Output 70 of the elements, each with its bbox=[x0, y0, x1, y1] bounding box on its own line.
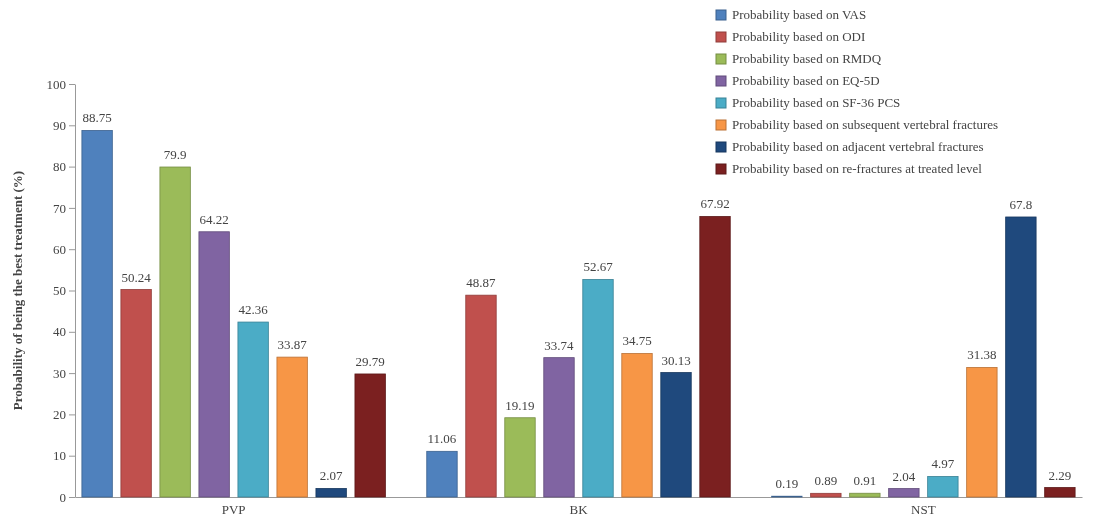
legend-label: Probability based on ODI bbox=[732, 29, 866, 44]
bar bbox=[465, 294, 497, 498]
data-label: 31.38 bbox=[967, 347, 997, 363]
bar bbox=[276, 356, 308, 498]
bar bbox=[699, 216, 731, 498]
x-tick-label: PVP bbox=[221, 502, 246, 518]
data-label: 4.97 bbox=[931, 456, 955, 472]
y-tick-label: 10 bbox=[53, 448, 66, 464]
bar bbox=[81, 130, 113, 498]
legend-label: Probability based on RMDQ bbox=[732, 51, 882, 66]
bar bbox=[198, 231, 230, 498]
data-label: 30.13 bbox=[661, 352, 691, 368]
bar bbox=[927, 476, 959, 498]
bar bbox=[582, 279, 614, 498]
bar bbox=[810, 492, 842, 498]
data-label: 67.8 bbox=[1009, 196, 1033, 212]
bar bbox=[120, 289, 152, 498]
data-label: 19.19 bbox=[505, 397, 535, 413]
data-label: 29.79 bbox=[355, 353, 385, 369]
x-tick-label: BK bbox=[569, 502, 589, 518]
bar bbox=[966, 367, 998, 498]
bar bbox=[543, 357, 575, 498]
y-tick-label: 60 bbox=[53, 241, 66, 257]
y-axis-title: Probability of being the best treatment (%) bbox=[10, 170, 25, 411]
legend-label: Probability based on EQ-5D bbox=[732, 73, 880, 88]
bar bbox=[888, 488, 920, 498]
data-label: 2.29 bbox=[1048, 467, 1072, 483]
data-label: 2.04 bbox=[892, 468, 916, 484]
y-tick-label: 40 bbox=[53, 324, 66, 340]
data-label: 79.9 bbox=[163, 147, 187, 163]
legend-label: Probability based on VAS bbox=[732, 7, 867, 22]
y-tick-label: 50 bbox=[53, 283, 66, 299]
bar bbox=[237, 321, 269, 498]
bar bbox=[1005, 216, 1037, 498]
y-tick-label: 70 bbox=[53, 200, 66, 216]
data-label: 33.87 bbox=[277, 337, 308, 353]
legend-label: Probability based on adjacent vertebral fractures bbox=[732, 139, 984, 154]
data-label: 33.74 bbox=[544, 337, 575, 353]
bar bbox=[159, 166, 191, 498]
legend-label: Probability based on re-fractures at treated level bbox=[732, 161, 983, 176]
data-label: 88.75 bbox=[82, 110, 112, 126]
data-label: 42.36 bbox=[238, 302, 269, 318]
bar bbox=[426, 450, 458, 498]
data-label: 11.06 bbox=[427, 431, 457, 447]
legend-label: Probability based on SF-36 PCS bbox=[732, 95, 901, 110]
bar bbox=[315, 488, 347, 498]
bar bbox=[504, 417, 536, 498]
y-tick-label: 20 bbox=[53, 407, 66, 423]
data-label: 0.91 bbox=[853, 473, 877, 489]
bar bbox=[1044, 487, 1076, 498]
y-tick-label: 30 bbox=[53, 365, 66, 381]
data-label: 64.22 bbox=[199, 211, 229, 227]
y-tick-label: 80 bbox=[53, 159, 66, 175]
y-tick-label: 100 bbox=[46, 76, 66, 92]
bar bbox=[660, 372, 692, 498]
y-tick-label: 0 bbox=[59, 489, 66, 505]
data-label: 50.24 bbox=[121, 269, 152, 285]
y-tick-label: 90 bbox=[53, 117, 66, 133]
data-label: 67.92 bbox=[700, 196, 730, 212]
data-label: 48.87 bbox=[466, 275, 497, 291]
bar bbox=[621, 353, 653, 498]
bar bbox=[354, 373, 386, 498]
x-tick-label: NST bbox=[911, 502, 936, 518]
data-label: 52.67 bbox=[583, 259, 614, 275]
data-label: 0.89 bbox=[814, 473, 838, 489]
bar bbox=[849, 492, 881, 498]
data-label: 2.07 bbox=[319, 468, 344, 484]
legend-label: Probability based on subsequent vertebral fractures bbox=[732, 117, 999, 132]
data-label: 0.19 bbox=[775, 476, 799, 492]
data-label: 34.75 bbox=[622, 333, 652, 349]
